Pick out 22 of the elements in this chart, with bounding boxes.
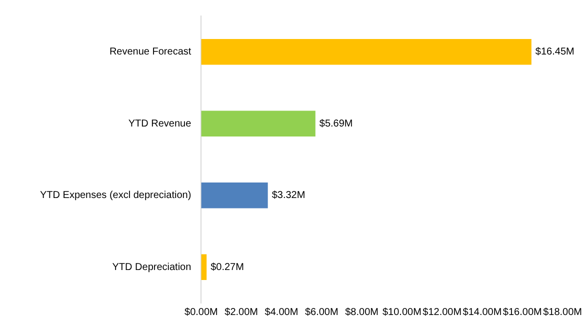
bar: [201, 254, 207, 280]
bar: [201, 110, 316, 137]
x-tick-label: $2.00M: [224, 306, 258, 318]
y-tick-label: YTD Revenue: [128, 118, 192, 130]
bar: [201, 38, 532, 65]
data-label: $3.32M: [272, 190, 306, 202]
y-tick-label: Revenue Forecast: [109, 46, 192, 58]
x-tick-label: $16.00M: [502, 306, 542, 318]
x-tick-label: $6.00M: [304, 306, 338, 318]
data-label: $0.27M: [210, 262, 244, 273]
x-tick-label: $0.00M: [184, 306, 218, 318]
data-label: $16.45M: [535, 46, 574, 58]
y-tick-label: YTD Expenses (excl depreciation): [40, 190, 192, 202]
data-label: $5.69M: [319, 118, 353, 130]
x-tick-label: $10.00M: [382, 306, 422, 318]
bar: [201, 182, 268, 208]
x-tick-label: $4.00M: [264, 306, 298, 318]
x-tick-label: $12.00M: [422, 306, 462, 318]
x-tick-label: $18.00M: [543, 306, 582, 318]
y-tick-label: YTD Depreciation: [112, 262, 192, 273]
x-tick-label: $14.00M: [462, 306, 502, 318]
x-tick-label: $8.00M: [345, 306, 378, 318]
